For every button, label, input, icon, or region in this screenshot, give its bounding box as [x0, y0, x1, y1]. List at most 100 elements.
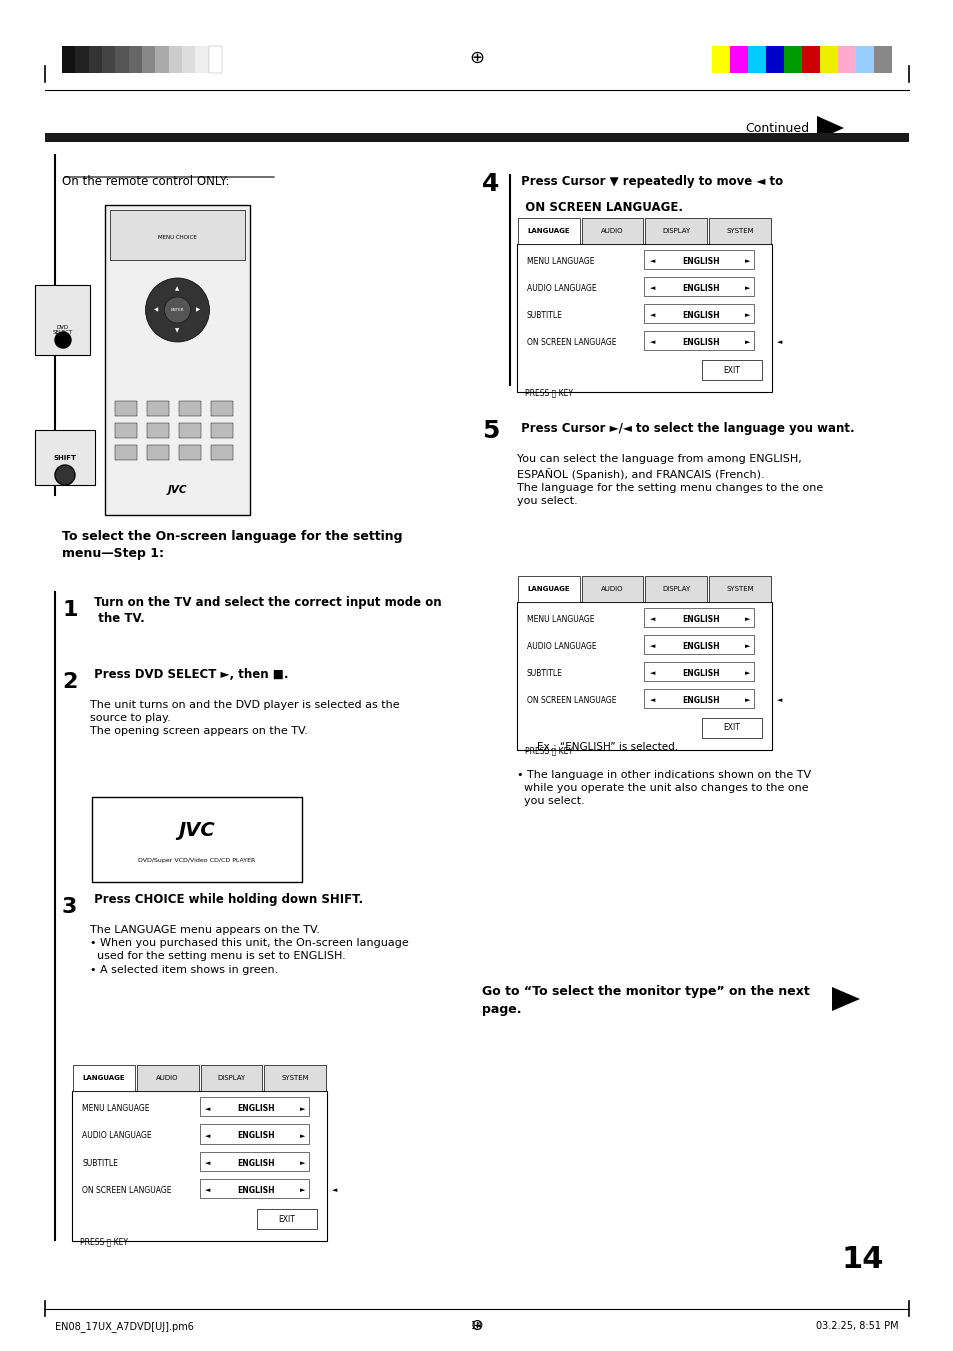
Bar — [35, 430, 95, 485]
Bar — [644, 635, 754, 654]
Text: ◄: ◄ — [204, 1188, 210, 1193]
Bar — [644, 277, 754, 296]
Text: ◄: ◄ — [204, 1133, 210, 1139]
Bar — [147, 401, 169, 416]
Text: DVD/Super VCD/Video CD/CD PLAYER: DVD/Super VCD/Video CD/CD PLAYER — [138, 858, 255, 863]
Bar — [115, 401, 137, 416]
Circle shape — [55, 465, 75, 485]
Text: AUDIO: AUDIO — [600, 586, 623, 592]
Text: PRESS ⧖ KEY: PRESS ⧖ KEY — [524, 388, 573, 397]
Text: JVC: JVC — [178, 821, 215, 840]
Text: ◄: ◄ — [332, 1188, 337, 1193]
Bar — [211, 423, 233, 438]
Text: JVC: JVC — [168, 485, 187, 494]
Bar — [45, 132, 908, 142]
Text: DISPLAY: DISPLAY — [661, 586, 690, 592]
Text: ▼: ▼ — [175, 328, 179, 334]
Text: ENGLISH: ENGLISH — [681, 642, 720, 651]
Text: ENGLISH: ENGLISH — [681, 284, 720, 293]
Text: ◄: ◄ — [649, 339, 654, 346]
Bar — [115, 46, 129, 73]
Bar — [115, 444, 137, 459]
Text: 4: 4 — [481, 172, 498, 196]
Text: ▶: ▶ — [196, 308, 200, 312]
Bar — [701, 359, 761, 380]
Bar — [644, 304, 754, 323]
Text: ◄: ◄ — [776, 339, 781, 346]
Text: 5: 5 — [481, 419, 498, 443]
Bar — [147, 423, 169, 438]
Bar — [820, 46, 837, 73]
Text: The LANGUAGE menu appears on the TV.
• When you purchased this unit, the On-scre: The LANGUAGE menu appears on the TV. • W… — [90, 925, 408, 974]
Text: ◄: ◄ — [649, 670, 654, 677]
Text: ENTER: ENTER — [171, 308, 184, 312]
Text: ENGLISH: ENGLISH — [237, 1104, 274, 1113]
Polygon shape — [831, 988, 859, 1011]
Text: ►: ► — [744, 643, 749, 650]
Bar — [89, 46, 102, 73]
Bar — [873, 46, 891, 73]
Text: Continued: Continued — [744, 122, 808, 135]
Bar — [110, 209, 245, 259]
Bar — [211, 444, 233, 459]
Text: ◀: ◀ — [154, 308, 158, 312]
Bar — [837, 46, 855, 73]
Bar — [264, 1065, 326, 1092]
Bar — [517, 576, 579, 603]
Text: ◄: ◄ — [204, 1105, 210, 1112]
Text: AUDIO LANGUAGE: AUDIO LANGUAGE — [526, 642, 596, 651]
Text: 03.2.25, 8:51 PM: 03.2.25, 8:51 PM — [816, 1321, 898, 1331]
Text: SYSTEM: SYSTEM — [725, 228, 753, 234]
Text: EXIT: EXIT — [278, 1215, 295, 1224]
Bar — [199, 1124, 309, 1143]
Text: Ex.: “ENGLISH” is selected.: Ex.: “ENGLISH” is selected. — [537, 742, 678, 753]
Text: ON SCREEN LANGUAGE: ON SCREEN LANGUAGE — [82, 1186, 172, 1196]
Bar — [644, 689, 754, 708]
Circle shape — [146, 278, 210, 342]
Text: • The language in other indications shown on the TV
  while you operate the unit: • The language in other indications show… — [517, 770, 810, 807]
Bar — [581, 218, 643, 245]
Text: ENGLISH: ENGLISH — [681, 338, 720, 347]
Text: 3: 3 — [62, 897, 77, 917]
Text: To select the On-screen language for the setting
menu—Step 1:: To select the On-screen language for the… — [62, 530, 402, 561]
Bar — [73, 1065, 134, 1092]
Text: ON SCREEN LANGUAGE.: ON SCREEN LANGUAGE. — [517, 201, 682, 213]
Text: Turn on the TV and select the correct input mode on
  the TV.: Turn on the TV and select the correct in… — [90, 596, 441, 626]
Text: Press CHOICE while holding down SHIFT.: Press CHOICE while holding down SHIFT. — [90, 893, 363, 907]
Text: DISPLAY: DISPLAY — [661, 228, 690, 234]
Text: EXIT: EXIT — [722, 366, 740, 374]
Bar — [62, 46, 75, 73]
Bar — [581, 576, 643, 603]
Bar — [855, 46, 873, 73]
Bar — [783, 46, 801, 73]
Bar — [182, 46, 195, 73]
Bar — [200, 1065, 262, 1092]
Text: ►: ► — [744, 339, 749, 346]
Text: ◄: ◄ — [649, 697, 654, 704]
Bar — [91, 797, 302, 882]
Bar — [155, 46, 169, 73]
Bar — [129, 46, 142, 73]
Bar — [179, 423, 201, 438]
Text: 2: 2 — [62, 671, 77, 692]
Text: ◄: ◄ — [649, 643, 654, 650]
Text: ON SCREEN LANGUAGE: ON SCREEN LANGUAGE — [526, 696, 616, 705]
Text: ⊕: ⊕ — [469, 49, 484, 68]
Text: You can select the language from among ENGLISH,
ESPAÑOL (Spanish), and FRANCAIS : You can select the language from among E… — [517, 454, 822, 507]
Text: SHIFT: SHIFT — [53, 455, 76, 461]
Circle shape — [55, 332, 71, 349]
Text: ENGLISH: ENGLISH — [237, 1186, 274, 1196]
Text: PRESS ⧖ KEY: PRESS ⧖ KEY — [524, 746, 573, 755]
Text: ►: ► — [744, 670, 749, 677]
Text: EN08_17UX_A7DVD[UJ].pm6: EN08_17UX_A7DVD[UJ].pm6 — [55, 1321, 193, 1332]
Bar — [195, 46, 209, 73]
Text: DISPLAY: DISPLAY — [217, 1075, 245, 1081]
Text: ENGLISH: ENGLISH — [681, 696, 720, 705]
Bar — [179, 401, 201, 416]
Bar — [708, 218, 770, 245]
Text: ⊕: ⊕ — [470, 1317, 483, 1332]
Text: ▲: ▲ — [175, 286, 179, 292]
Text: ◄: ◄ — [649, 258, 654, 265]
Text: MENU LANGUAGE: MENU LANGUAGE — [526, 257, 594, 266]
Bar — [105, 205, 250, 515]
